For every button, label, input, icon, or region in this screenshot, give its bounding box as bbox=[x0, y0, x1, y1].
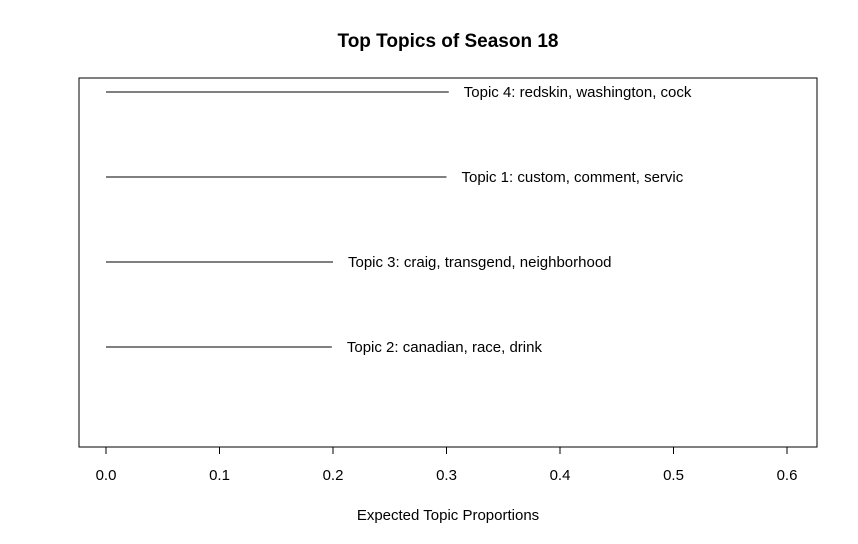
bar-label: Topic 2: canadian, race, drink bbox=[347, 339, 543, 356]
x-tick-label: 0.4 bbox=[550, 467, 571, 484]
x-tick-label: 0.6 bbox=[777, 467, 798, 484]
bars: Topic 4: redskin, washington, cock Topic … bbox=[106, 84, 692, 356]
chart-title: Top Topics of Season 18 bbox=[338, 31, 559, 52]
x-tick-label: 0.2 bbox=[323, 467, 344, 484]
x-tick-label: 0.1 bbox=[209, 467, 230, 484]
x-tick-label: 0.0 bbox=[96, 467, 117, 484]
x-tick-label: 0.5 bbox=[663, 467, 684, 484]
bar-label: Topic 4: redskin, washington, cock bbox=[464, 84, 692, 101]
x-axis: 0.0 0.1 0.2 0.3 0.4 0.5 0.6 bbox=[96, 446, 798, 484]
bar-label: Topic 1: custom, comment, servic bbox=[462, 169, 684, 186]
x-axis-label: Expected Topic Proportions bbox=[357, 507, 539, 524]
x-tick-label: 0.3 bbox=[436, 467, 457, 484]
bar-label: Topic 3: craig, transgend, neighborhood bbox=[348, 254, 612, 271]
